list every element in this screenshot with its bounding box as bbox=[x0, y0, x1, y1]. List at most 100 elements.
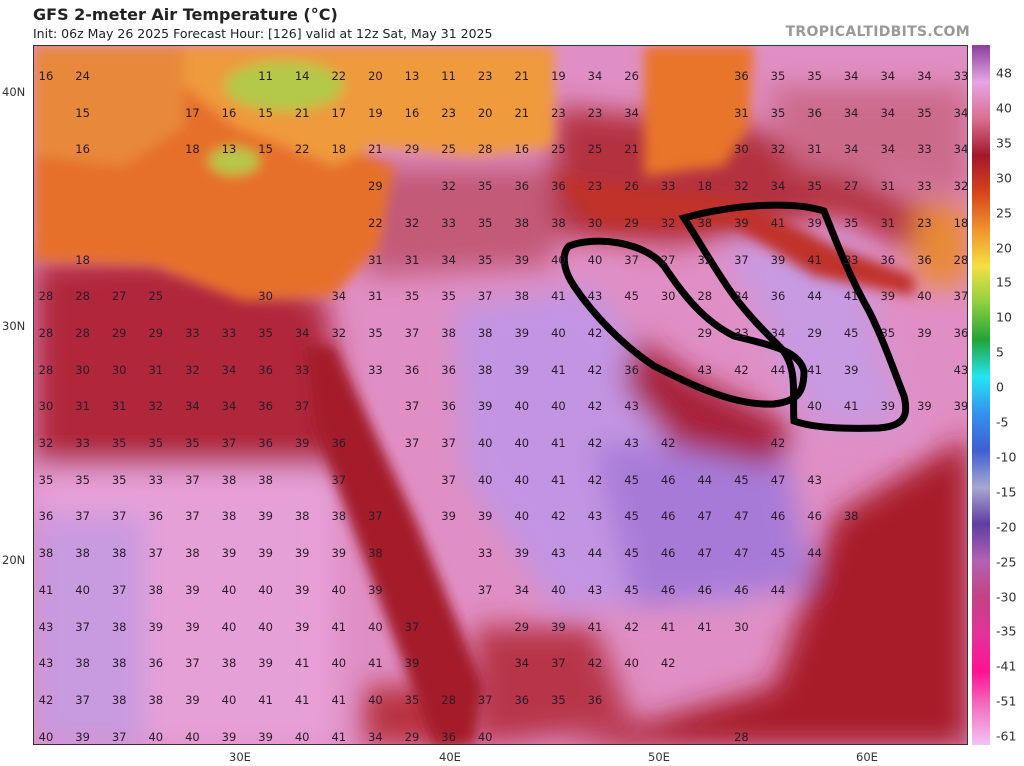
temperature-label: 34 bbox=[880, 69, 896, 83]
temperature-label: 41 bbox=[551, 436, 566, 450]
temperature-label: 25 bbox=[148, 289, 164, 304]
temperature-label: 35 bbox=[807, 69, 822, 83]
temperature-label: 43 bbox=[807, 472, 822, 487]
temperature-label: 39 bbox=[404, 656, 420, 671]
temperature-label: 33 bbox=[917, 179, 932, 194]
temperature-label: 44 bbox=[587, 546, 603, 561]
temperature-label: 35 bbox=[551, 692, 566, 707]
temperature-label: 44 bbox=[697, 472, 713, 487]
temperature-label: 33 bbox=[294, 362, 310, 377]
temperature-label: 41 bbox=[331, 619, 347, 634]
temperature-label: 29 bbox=[624, 215, 639, 230]
temperature-label: 40 bbox=[221, 619, 237, 634]
temperature-label: 34 bbox=[880, 105, 896, 120]
colorbar-tick-label: 15 bbox=[996, 274, 1012, 290]
temperature-label: 39 bbox=[185, 582, 200, 597]
temperature-label: 41 bbox=[258, 692, 273, 707]
colorbar-tick-label: 30 bbox=[996, 170, 1012, 186]
temperature-label: 36 bbox=[587, 692, 603, 707]
temperature-label: 35 bbox=[111, 472, 127, 487]
colorbar-tick-label: -5 bbox=[996, 414, 1009, 430]
temperature-label: 39 bbox=[514, 546, 530, 561]
temperature-label: 38 bbox=[75, 656, 90, 671]
temperature-label: 21 bbox=[624, 142, 639, 157]
temperature-label: 43 bbox=[587, 582, 603, 597]
temperature-label: 37 bbox=[624, 252, 639, 267]
temperature-label: 38 bbox=[477, 362, 493, 377]
temperature-label: 46 bbox=[660, 472, 676, 487]
temperature-label: 16 bbox=[404, 105, 420, 120]
temperature-label: 23 bbox=[587, 179, 603, 194]
temperature-label: 40 bbox=[258, 582, 273, 597]
temperature-label: 36 bbox=[148, 656, 164, 671]
temperature-label: 37 bbox=[185, 509, 200, 524]
temperature-label: 42 bbox=[734, 362, 749, 377]
temperature-label: 42 bbox=[587, 399, 603, 414]
outline-iraq-gulf bbox=[560, 237, 808, 408]
temperature-label: 44 bbox=[807, 289, 822, 304]
temperature-label: 42 bbox=[660, 656, 676, 671]
temperature-label: 38 bbox=[697, 215, 713, 230]
temperature-label: 37 bbox=[953, 289, 968, 304]
longitude-label: 50E bbox=[648, 750, 670, 764]
temperature-label: 18 bbox=[331, 142, 347, 157]
temperature-label: 38 bbox=[551, 215, 566, 230]
temperature-label: 39 bbox=[807, 215, 822, 230]
temperature-label: 35 bbox=[917, 105, 932, 120]
temperature-label: 40 bbox=[624, 656, 639, 671]
temperature-label: 40 bbox=[477, 436, 493, 450]
temperature-label: 37 bbox=[441, 436, 456, 450]
temperature-label: 43 bbox=[38, 619, 54, 634]
temperature-label: 45 bbox=[770, 546, 786, 561]
colorbar-tick-label: 40 bbox=[996, 100, 1012, 116]
temperature-label: 39 bbox=[551, 619, 566, 634]
temperature-label: 45 bbox=[624, 509, 639, 524]
temperature-label: 34 bbox=[880, 142, 896, 157]
temperature-label: 36 bbox=[770, 289, 786, 304]
colorbar-tick-label: -61 bbox=[996, 728, 1017, 744]
temperature-label: 18 bbox=[697, 179, 713, 194]
latitude-label: 40N bbox=[2, 85, 26, 99]
colorbar-tick-label: 5 bbox=[996, 344, 1004, 360]
temperature-label: 42 bbox=[660, 436, 676, 450]
temperature-label: 33 bbox=[221, 325, 237, 340]
temperature-label: 38 bbox=[477, 325, 493, 340]
temperature-label: 41 bbox=[843, 399, 859, 414]
temperature-label: 34 bbox=[917, 69, 932, 83]
temperature-label: 36 bbox=[441, 399, 456, 414]
temperature-label: 46 bbox=[770, 509, 786, 524]
temperature-label: 38 bbox=[111, 619, 127, 634]
temperature-label: 35 bbox=[404, 289, 420, 304]
temperature-label: 37 bbox=[185, 656, 200, 671]
colorbar-tick-label: -41 bbox=[996, 658, 1017, 674]
colorbar-tick-label: -15 bbox=[996, 484, 1017, 500]
temperature-label: 31 bbox=[148, 362, 164, 377]
temperature-label: 34 bbox=[843, 69, 859, 83]
temperature-label: 37 bbox=[404, 399, 420, 414]
temperature-label: 36 bbox=[404, 362, 420, 377]
temperature-label: 23 bbox=[477, 69, 493, 83]
temperature-label: 41 bbox=[807, 362, 822, 377]
temperature-label: 15 bbox=[258, 105, 273, 120]
temperature-label: 41 bbox=[843, 289, 859, 304]
temperature-label: 29 bbox=[514, 619, 530, 634]
temperature-label: 44 bbox=[770, 582, 786, 597]
temperature-label: 19 bbox=[368, 105, 383, 120]
temperature-label: 41 bbox=[331, 692, 347, 707]
temperature-label: 32 bbox=[770, 142, 786, 157]
temperature-label: 36 bbox=[331, 436, 347, 450]
temperature-label: 38 bbox=[368, 546, 383, 561]
temperature-label: 25 bbox=[587, 142, 603, 157]
temperature-label: 28 bbox=[697, 289, 713, 304]
temperature-label: 34 bbox=[953, 142, 968, 157]
temperature-label: 37 bbox=[294, 399, 310, 414]
temperature-label: 37 bbox=[111, 582, 127, 597]
temperature-label: 34 bbox=[770, 179, 786, 194]
temperature-label: 40 bbox=[258, 619, 273, 634]
temperature-label: 37 bbox=[441, 472, 456, 487]
temperature-label: 30 bbox=[734, 142, 749, 157]
temperature-label: 40 bbox=[551, 582, 566, 597]
temperature-label: 22 bbox=[294, 142, 310, 157]
temperature-label: 34 bbox=[185, 399, 200, 414]
temperature-label: 30 bbox=[734, 619, 749, 634]
